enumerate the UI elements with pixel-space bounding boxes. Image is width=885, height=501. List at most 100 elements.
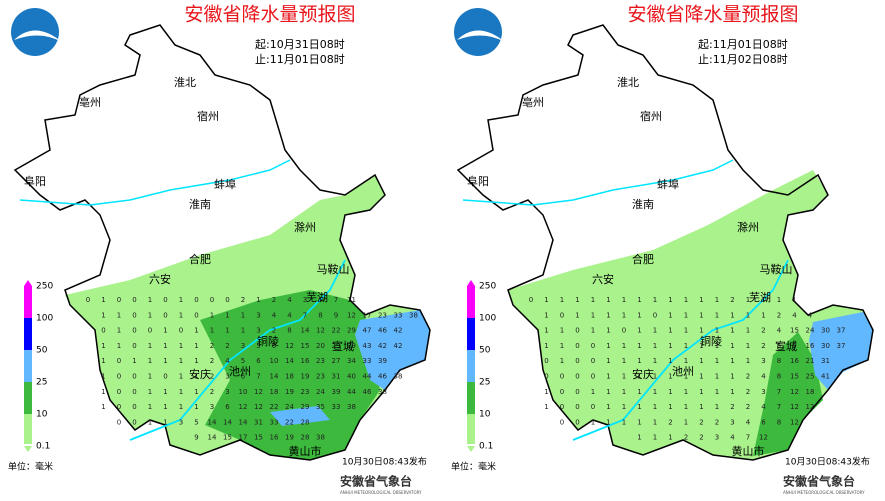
grid-value: 1 (194, 342, 198, 350)
grid-value: 0 (86, 296, 90, 304)
grid-value: 1 (668, 342, 672, 350)
grid-value: 15 (223, 434, 232, 442)
grid-value: 4 (808, 311, 813, 319)
grid-value: 1 (637, 388, 641, 396)
grid-value: 0 (591, 373, 595, 381)
grid-value: 1 (684, 403, 688, 411)
legend-label: 0.1 (479, 442, 493, 452)
grid-value: 29 (332, 342, 341, 350)
legend-label: 10 (479, 410, 491, 420)
grid-value: 1 (684, 311, 688, 319)
legend-tip (24, 446, 32, 452)
grid-value: 1 (746, 311, 750, 319)
grid-value: 1 (194, 357, 198, 365)
grid-value: 0 (225, 296, 229, 304)
grid-value: 4 (777, 327, 782, 335)
grid-value: 37 (837, 327, 846, 335)
grid-value: 10 (239, 388, 248, 396)
grid-value: 33 (363, 357, 372, 365)
grid-value: 8 (777, 373, 781, 381)
grid-value: 4 (730, 434, 735, 442)
grid-value: 1 (730, 342, 734, 350)
grid-value: 0 (117, 403, 121, 411)
city-label: 黄山市 (732, 444, 765, 458)
city-label: 马鞍山 (760, 262, 793, 276)
grid-value: 33 (332, 403, 341, 411)
legend-swatch (467, 414, 475, 444)
grid-value: 16 (806, 342, 815, 350)
legend-tip (467, 446, 475, 452)
grid-value: 35 (316, 403, 325, 411)
city-label: 铜陵 (257, 334, 279, 348)
grid-value: 1 (653, 296, 657, 304)
grid-value: 30 (821, 342, 830, 350)
grid-value: 14 (270, 373, 279, 381)
grid-value: 1 (699, 311, 703, 319)
grid-value: 6 (761, 418, 766, 426)
grid-value: 4 (761, 403, 766, 411)
grid-value: 7 (777, 403, 781, 411)
city-label: 宿州 (640, 109, 662, 123)
period-end: 止:11月02日08时 (698, 53, 788, 66)
grid-value: 0 (560, 311, 564, 319)
grid-value: 1 (761, 296, 765, 304)
legend-label: 250 (36, 282, 53, 292)
grid-value: 1 (637, 342, 641, 350)
grid-value: 1 (544, 403, 548, 411)
grid-value: 1 (101, 403, 105, 411)
grid-value: 12 (254, 403, 263, 411)
grid-value: 46 (378, 327, 387, 335)
grid-value: 0 (132, 388, 136, 396)
period-start: 起:11月01日08时 (698, 38, 788, 51)
grid-value: 1 (715, 296, 719, 304)
grid-value: 1 (606, 342, 610, 350)
grid-value: 43 (363, 342, 372, 350)
grid-value: 1 (101, 357, 105, 365)
grid-value: 3 (210, 403, 214, 411)
grid-value: 4 (287, 296, 292, 304)
grid-value: 1 (544, 388, 548, 396)
grid-value: 1 (684, 388, 688, 396)
city-label: 亳州 (79, 95, 101, 109)
grid-value: 2 (272, 296, 276, 304)
grid-value: 1 (684, 342, 688, 350)
legend-label: 100 (479, 314, 496, 324)
grid-value: 18 (806, 388, 815, 396)
grid-value: 0 (591, 357, 595, 365)
legend-label: 25 (479, 378, 490, 388)
city-label: 蚌埠 (657, 177, 679, 191)
grid-value: 2 (730, 403, 734, 411)
grid-value: 1 (194, 373, 198, 381)
grid-value: 4 (272, 311, 277, 319)
grid-value: 1 (225, 327, 229, 335)
grid-value: 1 (606, 357, 610, 365)
grid-value: 1 (684, 357, 688, 365)
grid-value: 40 (347, 373, 356, 381)
grid-value: 1 (699, 296, 703, 304)
grid-value: 29 (301, 403, 310, 411)
grid-value: 1 (117, 327, 121, 335)
grid-value: 1 (699, 357, 703, 365)
grid-value: 6 (225, 403, 230, 411)
grid-value: 0 (560, 403, 564, 411)
grid-value: 1 (653, 418, 657, 426)
grid-value: 3 (303, 296, 307, 304)
grid-value: 23 (316, 357, 325, 365)
grid-value: 1 (148, 403, 152, 411)
grid-value: 0 (210, 296, 214, 304)
grid-value: 41 (821, 373, 830, 381)
grid-value: 1 (163, 342, 167, 350)
grid-value: 17 (239, 434, 248, 442)
legend-label: 50 (479, 346, 491, 356)
grid-value: 1 (606, 327, 610, 335)
grid-value: 2 (684, 434, 688, 442)
grid-value: 1 (575, 311, 579, 319)
grid-value: 1 (622, 342, 626, 350)
grid-value: 0 (132, 327, 136, 335)
grid-value: 1 (746, 357, 750, 365)
city-label: 淮北 (617, 76, 639, 89)
grid-value: 1 (256, 296, 260, 304)
grid-value: 23 (301, 388, 310, 396)
grid-value: 1 (715, 311, 719, 319)
grid-value: 9 (334, 311, 338, 319)
